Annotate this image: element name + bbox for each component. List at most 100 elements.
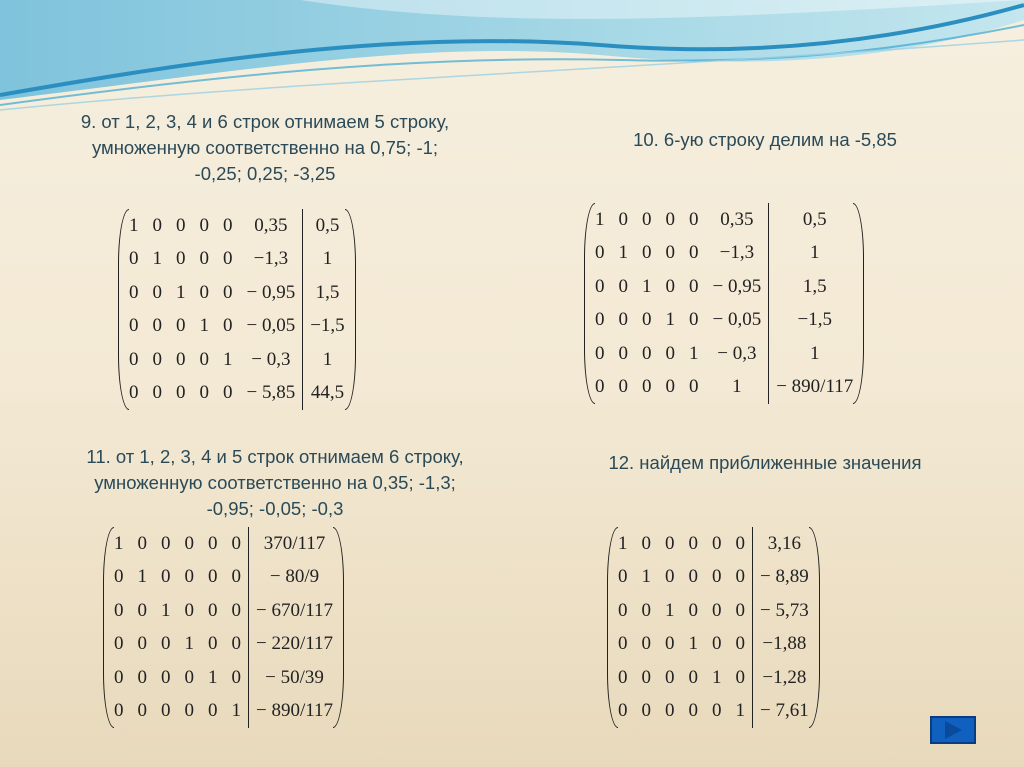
matrix-cell: 0,35 — [254, 214, 288, 236]
matrix-cell: 0 — [231, 566, 242, 588]
matrix-cell: 0 — [184, 599, 195, 621]
matrix-cell: 0 — [184, 566, 195, 588]
matrix-cell: − 0,3 — [717, 342, 757, 364]
matrix-cell: 0 — [231, 633, 242, 655]
matrix-cell: 0 — [712, 532, 722, 554]
matrix-cell: 0 — [137, 700, 148, 722]
matrix-cell: 0 — [618, 309, 629, 331]
matrix-row: 0 0 1 0 0 0− 5,73 — [611, 594, 816, 628]
matrix-cell: 0 — [199, 281, 210, 303]
matrix-cell: 1 — [641, 566, 652, 588]
matrix-cell: 1 — [688, 633, 699, 655]
matrix-row: 0 0 0 1 0 0− 220/117 — [107, 627, 341, 661]
matrix-cell: − 0,95 — [246, 281, 296, 303]
matrix-cell: 0 — [735, 666, 746, 688]
matrix-cell: 0 — [161, 666, 171, 688]
matrix-row: 0 0 0 0 1− 0,3 1 — [588, 337, 861, 371]
step-9-matrix: 1 0 0 0 0 0,35 0,5 0 1 0 0 0 −1,3 1 0 0 1 0 0− 0,95 1,5 0 0 0 1… — [118, 209, 356, 410]
matrix-row: 1 0 0 0 0 0 3,16 — [611, 527, 816, 561]
augmented-cell: 0,5 — [768, 203, 861, 237]
augmented-cell: 44,5 — [302, 376, 352, 410]
augmented-cell: − 7,61 — [751, 694, 816, 728]
matrix-cell: 0 — [665, 208, 676, 230]
next-slide-button[interactable] — [930, 716, 976, 744]
matrix-table: 1 0 0 0 0 0 3,16 0 1 0 0 0 0− 8,89 0 0 1 0 0 0− 5,73 0 0 0 1 0 0… — [611, 527, 816, 728]
matrix-cell: 0 — [689, 242, 699, 264]
matrix-cell: 0 — [642, 208, 652, 230]
matrix-cell: 0 — [152, 214, 163, 236]
matrix-cell: 0 — [184, 700, 195, 722]
augmented-cell: − 5,73 — [751, 594, 816, 628]
right-parenthesis — [344, 209, 356, 410]
augmented-cell: 1 — [302, 343, 352, 377]
matrix-cell: 1 — [665, 309, 676, 331]
matrix-table: 1 0 0 0 0 0,35 0,5 0 1 0 0 0 −1,3 1 0 0 1 0 0− 0,95 1,5 0 0 0 1… — [122, 209, 352, 410]
heading-line: 10. 6-ую строку делим на -5,85 — [633, 129, 897, 150]
step-11-heading: 11. от 1, 2, 3, 4 и 5 строк отнимаем 6 с… — [20, 444, 530, 522]
matrix-cell: 0 — [595, 242, 605, 264]
matrix-cell: 0 — [199, 248, 210, 270]
matrix-cell: − 0,3 — [251, 348, 291, 370]
matrix-cell: 0 — [665, 242, 676, 264]
matrix-cell: 0 — [161, 700, 171, 722]
matrix-cell: 0 — [152, 315, 163, 337]
matrix-table: 1 0 0 0 0 0,35 0,5 0 1 0 0 0 −1,3 1 0 0 1 0 0− 0,95 1,5 0 0 0 1… — [588, 203, 861, 404]
left-parenthesis — [584, 203, 595, 404]
matrix-cell: 1 — [208, 666, 218, 688]
matrix-cell: − 0,05 — [712, 309, 762, 331]
step-12-heading: 12. найдем приближенные значения — [520, 450, 1010, 476]
matrix-cell: 1 — [595, 208, 605, 230]
matrix-cell: 0 — [641, 532, 652, 554]
matrix-cell: 0 — [618, 599, 628, 621]
matrix-cell: 0 — [199, 214, 210, 236]
matrix-cell: 1 — [223, 348, 233, 370]
matrix-cell: − 0,95 — [712, 275, 762, 297]
matrix-cell: 0 — [184, 666, 195, 688]
matrix-row: 0 0 0 0 1 0 −1,28 — [611, 661, 816, 695]
matrix-cell: 0 — [129, 281, 139, 303]
matrix-cell: 0 — [618, 275, 629, 297]
matrix-cell: 0 — [665, 700, 675, 722]
step-12-matrix: 1 0 0 0 0 0 3,16 0 1 0 0 0 0− 8,89 0 0 1 0 0 0− 5,73 0 0 0 1 0 0… — [607, 527, 820, 728]
matrix-cell: 0 — [665, 532, 675, 554]
matrix-cell: 0 — [152, 281, 163, 303]
augmented-cell: 3,16 — [751, 527, 816, 561]
matrix-cell: 0 — [689, 275, 699, 297]
augmented-cell: 370/117 — [248, 527, 341, 561]
augmented-cell: 1 — [768, 236, 861, 270]
matrix-cell: 0 — [641, 633, 652, 655]
matrix-cell: 0 — [152, 382, 163, 404]
matrix-cell: 0 — [129, 348, 139, 370]
augmented-cell: − 50/39 — [248, 661, 341, 695]
matrix-row: 1 0 0 0 0 0,35 0,5 — [122, 209, 352, 243]
matrix-row: 0 0 0 1 0− 0,05 −1,5 — [122, 309, 352, 343]
heading-line: 11. от 1, 2, 3, 4 и 5 строк отнимаем 6 с… — [86, 446, 464, 467]
matrix-cell: 0 — [176, 315, 186, 337]
matrix-cell: −1,3 — [719, 242, 755, 264]
matrix-cell: 1 — [129, 214, 139, 236]
matrix-cell: 0 — [137, 633, 148, 655]
matrix-cell: 0 — [618, 566, 628, 588]
matrix-cell: 0 — [161, 532, 171, 554]
matrix-cell: 0 — [665, 666, 675, 688]
play-next-icon — [945, 721, 962, 739]
matrix-cell: 0 — [161, 566, 171, 588]
step-11-matrix: 1 0 0 0 0 0 370/117 0 1 0 0 0 0− 80/9 0 0 1 0 0 0− 670/117… — [103, 527, 345, 728]
matrix-cell: 0 — [137, 532, 148, 554]
matrix-cell: 0 — [735, 532, 746, 554]
augmented-cell: 1 — [768, 337, 861, 371]
matrix-row: 0 1 0 0 0 −1,3 1 — [588, 236, 861, 270]
heading-line: -0,25; 0,25; -3,25 — [194, 163, 336, 184]
step-10-matrix: 1 0 0 0 0 0,35 0,5 0 1 0 0 0 −1,3 1 0 0 1 0 0− 0,95 1,5 0 0 0 1… — [584, 203, 865, 404]
matrix-cell: 0 — [223, 281, 233, 303]
matrix-cell: 0 — [223, 382, 233, 404]
augmented-cell: − 8,89 — [751, 560, 816, 594]
matrix-cell: 0 — [618, 666, 628, 688]
augmented-cell: − 80/9 — [248, 560, 341, 594]
matrix-cell: 0 — [208, 532, 218, 554]
matrix-cell: 0 — [114, 599, 124, 621]
augmented-cell: 1,5 — [302, 276, 352, 310]
matrix-cell: 0 — [595, 275, 605, 297]
matrix-cell: 1 — [618, 532, 628, 554]
heading-line: умноженную соответственно на 0,35; -1,3; — [94, 472, 456, 493]
